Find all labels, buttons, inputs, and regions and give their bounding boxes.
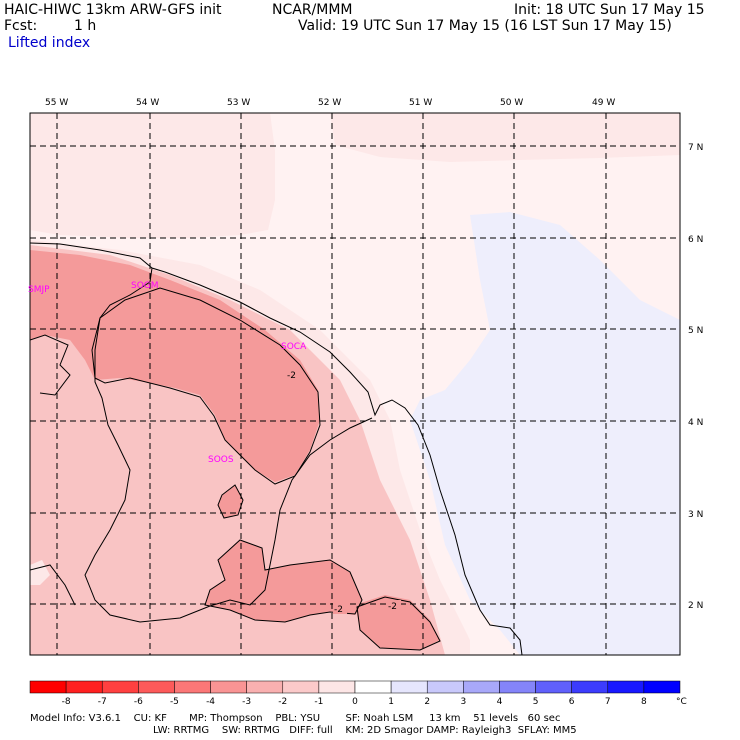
colorbar-tick-label: 3: [460, 697, 466, 707]
contour-neg2-small: [217, 484, 244, 519]
colorbar-swatch: [354, 680, 392, 694]
colorbar-tick-label: -5: [170, 697, 179, 707]
contour-label-bg: [333, 603, 347, 614]
colorbar-swatch: [390, 680, 428, 694]
latitude-labels: 7 N 6 N 5 N 4 N 3 N 2 N: [688, 143, 703, 611]
contour-neg2-main: [91, 287, 321, 485]
field-neg3-southeast: [355, 595, 440, 650]
field-neg3-small: [218, 485, 243, 518]
field-positive-area: [410, 212, 680, 655]
colorbar-swatch: [463, 680, 500, 694]
station-sogm: SOGM: [131, 281, 159, 291]
valid-time: Valid: 19 UTC Sun 17 May 15 (16 LST Sun …: [298, 18, 672, 34]
lon-label: 53 W: [227, 98, 250, 108]
model-info-line2: LW: RRTMG SW: RRTMG DIFF: full KM: 2D Sm…: [153, 725, 577, 736]
field-neg1-nw: [30, 113, 275, 238]
colorbar-tick-label: -1: [314, 697, 323, 707]
colorbar-swatch: [571, 680, 609, 694]
colorbar-tick-label: 8: [641, 697, 647, 707]
colorbar-swatch: [174, 680, 211, 694]
field-neg3-south: [205, 540, 362, 622]
colorbar-swatch: [426, 680, 464, 694]
colorbar-swatch: [318, 680, 356, 694]
colorbar-swatch: [101, 680, 139, 694]
colorbar-swatch: [282, 680, 320, 694]
contour-value: -2: [388, 602, 397, 612]
lat-label: 4 N: [688, 418, 703, 428]
colorbar-swatch: [607, 680, 645, 694]
colorbar-tick-label: 0: [352, 697, 358, 707]
contour-neg2-southeast: [356, 596, 441, 651]
lon-label: 52 W: [318, 98, 341, 108]
colorbar-tick-label: 7: [605, 697, 611, 707]
station-labels: SMJP SOGM SOCA SOOS: [28, 281, 307, 465]
colorbar-swatch: [499, 680, 536, 694]
org-label: NCAR/MMM: [272, 2, 353, 18]
colorbar: [29, 680, 681, 694]
contour-neg2-west: [30, 334, 71, 396]
shaded-field: [30, 113, 680, 655]
station-soca: SOCA: [281, 342, 307, 352]
border-suriname-guyana: [84, 267, 211, 623]
lon-label: 51 W: [409, 98, 432, 108]
colorbar-tick-label: 2: [424, 697, 430, 707]
model-info-line1: Model Info: V3.6.1 CU: KF MP: Thompson P…: [30, 713, 561, 724]
colorbar-tick-label: 6: [569, 697, 575, 707]
colorbar-swatch: [535, 680, 572, 694]
colorbar-tick-label: -7: [98, 697, 107, 707]
lon-label: 54 W: [136, 98, 159, 108]
map-frame: [29, 112, 681, 656]
model-title: HAIC-HIWC 13km ARW-GFS init: [4, 2, 222, 18]
colorbar-swatch: [246, 680, 284, 694]
colorbar-tick-label: -4: [206, 697, 215, 707]
station-soos: SOOS: [208, 455, 234, 465]
lat-label: 6 N: [688, 235, 703, 245]
coastline-path: [30, 242, 523, 655]
longitude-labels: 55 W 54 W 53 W 52 W 51 W 50 W 49 W: [45, 98, 615, 108]
colorbar-swatch: [643, 680, 681, 694]
colorbar-swatch: [65, 680, 103, 694]
contour-value-labels: -2 -2 -2: [286, 369, 401, 615]
field-neg1-north: [330, 113, 680, 162]
contour-value: -2: [287, 371, 296, 381]
lat-label: 3 N: [688, 510, 703, 520]
forecast-hour: 1 h: [74, 18, 97, 34]
colorbar-swatch: [210, 680, 247, 694]
colorbar-tick-label: 5: [533, 697, 539, 707]
lat-label: 5 N: [688, 326, 703, 336]
lon-label: 49 W: [592, 98, 615, 108]
colorbar-unit: °C: [676, 697, 687, 707]
colorbar-swatch: [29, 680, 67, 694]
contour-label-bg: [286, 369, 300, 380]
colorbar-tick-label: 1: [388, 697, 394, 707]
colorbar-tick-label: -3: [242, 697, 251, 707]
field-name: Lifted index: [8, 35, 91, 51]
forecast-label: Fcst:: [4, 18, 38, 34]
colorbar-tick-label: 4: [497, 697, 503, 707]
station-smjp: SMJP: [28, 285, 50, 295]
contour-label-bg: [387, 600, 401, 611]
lat-label: 7 N: [688, 143, 703, 153]
init-time: Init: 18 UTC Sun 17 May 15: [514, 2, 705, 18]
colorbar-ticks: -8 -7 -6 -5 -4 -3 -2 -1 0 1 2 3 4 5 6 7 8: [62, 697, 647, 707]
colorbar-tick-label: -6: [134, 697, 143, 707]
lon-label: 55 W: [45, 98, 68, 108]
graticule: [30, 113, 680, 655]
lat-label: 2 N: [688, 601, 703, 611]
colorbar-swatch: [138, 680, 175, 694]
colorbar-tick-label: -2: [278, 697, 287, 707]
border-suriname-fguiana: [209, 417, 373, 607]
field-neg3-main: [30, 250, 320, 482]
lon-label: 50 W: [500, 98, 523, 108]
contour-value: -2: [334, 605, 343, 615]
colorbar-tick-label: -8: [62, 697, 71, 707]
